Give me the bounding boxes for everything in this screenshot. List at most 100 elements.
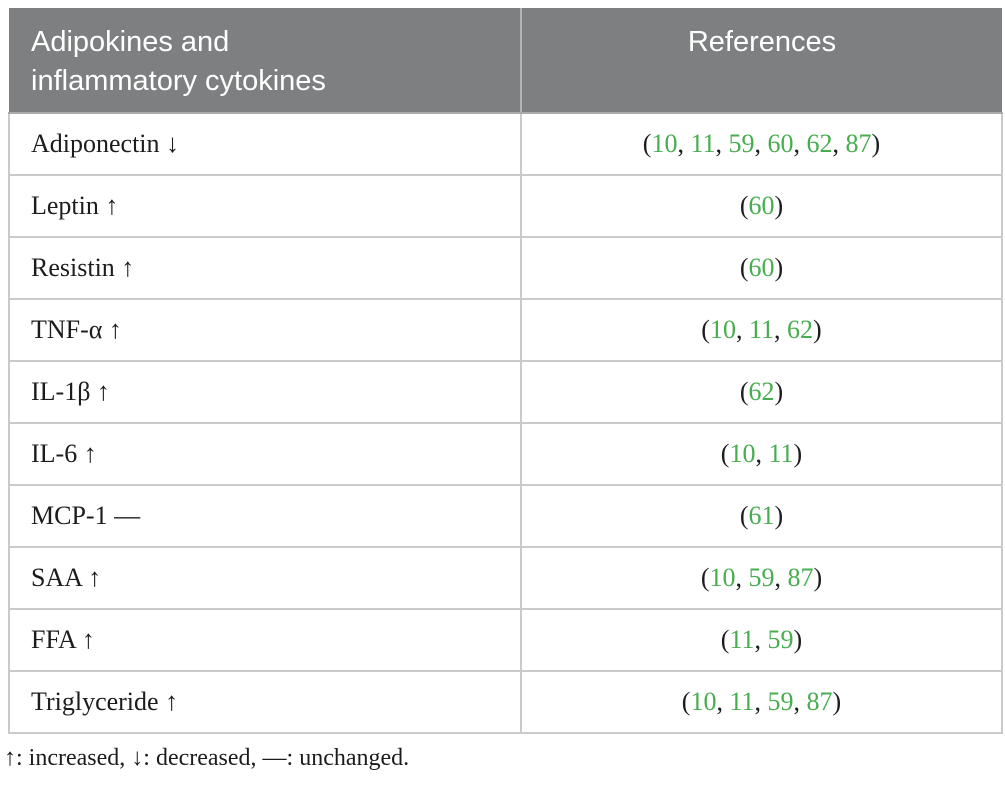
citation-link[interactable]: 87 <box>787 563 814 592</box>
citation-link[interactable]: 60 <box>748 253 775 282</box>
citation-link[interactable]: 60 <box>748 191 775 220</box>
analyte-cell: Resistin ↑ <box>8 236 522 300</box>
citation-link[interactable]: 62 <box>748 377 775 406</box>
citation-link[interactable]: 11 <box>768 439 794 468</box>
ref-punctuation: , <box>735 563 749 592</box>
analyte-cell: SAA ↑ <box>8 546 522 610</box>
ref-punctuation: ( <box>739 501 749 530</box>
table-row: Resistin ↑ (60) <box>8 236 1003 300</box>
ref-punctuation: , <box>754 129 768 158</box>
row-refs: (10, 11, 59, 87) <box>682 687 841 716</box>
analyte-cell: MCP-1 — <box>8 484 522 548</box>
ref-punctuation: ( <box>681 687 691 716</box>
citation-link[interactable]: 11 <box>690 129 716 158</box>
citation-link[interactable]: 11 <box>729 625 755 654</box>
ref-punctuation: ) <box>832 687 842 716</box>
row-refs: (10, 11) <box>721 439 802 468</box>
citation-link[interactable]: 61 <box>748 501 775 530</box>
citation-link[interactable]: 87 <box>845 129 872 158</box>
adipokines-table: Adipokines and inflammatory cytokines Re… <box>8 8 1003 734</box>
table-row: FFA ↑ (11, 59) <box>8 608 1003 672</box>
citation-link[interactable]: 59 <box>748 563 775 592</box>
row-label: Resistin ↑ <box>31 253 135 282</box>
references-cell: (61) <box>520 484 1003 548</box>
analyte-cell: FFA ↑ <box>8 608 522 672</box>
references-cell: (10, 11, 59, 60, 62, 87) <box>520 112 1003 176</box>
header-col-references: References <box>520 8 1002 114</box>
row-label: IL-6 ↑ <box>31 439 97 468</box>
citation-link[interactable]: 11 <box>729 687 755 716</box>
ref-punctuation: , <box>774 315 788 344</box>
citation-link[interactable]: 10 <box>709 563 736 592</box>
citation-link[interactable]: 10 <box>651 129 678 158</box>
ref-punctuation: ) <box>813 563 823 592</box>
header-col-adipokines: Adipokines and inflammatory cytokines <box>9 8 521 114</box>
table-row: Leptin ↑ (60) <box>8 174 1003 238</box>
ref-punctuation: ) <box>774 377 784 406</box>
ref-punctuation: , <box>677 129 691 158</box>
references-cell: (62) <box>520 360 1003 424</box>
row-refs: (10, 59, 87) <box>701 563 822 592</box>
ref-punctuation: ) <box>774 191 784 220</box>
ref-punctuation: ) <box>774 253 784 282</box>
references-cell: (10, 11, 62) <box>520 298 1003 362</box>
header-row: Adipokines and inflammatory cytokines Re… <box>9 8 1002 114</box>
header-col-references-label: References <box>687 26 837 58</box>
ref-punctuation: ( <box>701 315 710 344</box>
ref-punctuation: , <box>715 129 729 158</box>
citation-link[interactable]: 59 <box>767 687 794 716</box>
references-cell: (11, 59) <box>520 608 1003 672</box>
row-refs: (10, 11, 62) <box>701 315 821 344</box>
table-row: IL-1β ↑ (62) <box>8 360 1003 424</box>
row-refs: (10, 11, 59, 60, 62, 87) <box>643 129 880 158</box>
row-refs: (11, 59) <box>721 625 802 654</box>
citation-link[interactable]: 10 <box>709 315 736 344</box>
ref-punctuation: ( <box>720 625 730 654</box>
row-label: FFA ↑ <box>31 625 95 654</box>
table-row: Adiponectin ↓ (10, 11, 59, 60, 62, 87) <box>8 112 1003 176</box>
citation-link[interactable]: 59 <box>767 625 794 654</box>
ref-punctuation: , <box>755 439 769 468</box>
ref-punctuation: ( <box>700 563 710 592</box>
ref-punctuation: ) <box>813 315 822 344</box>
references-cell: (10, 59, 87) <box>520 546 1003 610</box>
citation-link[interactable]: 62 <box>806 129 833 158</box>
ref-punctuation: ( <box>642 129 652 158</box>
row-label: Leptin ↑ <box>31 191 119 220</box>
ref-punctuation: ) <box>871 129 881 158</box>
citation-link[interactable]: 59 <box>728 129 755 158</box>
analyte-cell: TNF-α ↑ <box>8 298 522 362</box>
ref-punctuation: , <box>793 687 807 716</box>
citation-link[interactable]: 62 <box>787 315 814 344</box>
citation-link[interactable]: 87 <box>806 687 833 716</box>
ref-punctuation: ) <box>793 625 803 654</box>
row-label: IL-1β ↑ <box>31 377 110 406</box>
row-label: Triglyceride ↑ <box>31 687 179 716</box>
ref-punctuation: , <box>793 129 807 158</box>
references-cell: (10, 11) <box>520 422 1003 486</box>
row-refs: (61) <box>740 501 783 530</box>
row-label: SAA ↑ <box>31 563 102 592</box>
ref-punctuation: , <box>832 129 846 158</box>
ref-punctuation: ( <box>720 439 730 468</box>
ref-punctuation: , <box>735 315 749 344</box>
citation-link[interactable]: 10 <box>729 439 756 468</box>
row-label: MCP-1 — <box>31 501 141 530</box>
row-label: Adiponectin ↓ <box>31 129 180 158</box>
citation-link[interactable]: 11 <box>748 315 775 344</box>
table-row: Triglyceride ↑ (10, 11, 59, 87) <box>8 670 1003 734</box>
citation-link[interactable]: 10 <box>690 687 717 716</box>
references-cell: (60) <box>520 236 1003 300</box>
analyte-cell: Leptin ↑ <box>8 174 522 238</box>
ref-punctuation: ( <box>739 253 749 282</box>
ref-punctuation: , <box>716 687 730 716</box>
table-header: Adipokines and inflammatory cytokines Re… <box>9 8 1002 114</box>
analyte-cell: Triglyceride ↑ <box>8 670 522 734</box>
analyte-cell: Adiponectin ↓ <box>8 112 522 176</box>
table-row: TNF-α ↑ (10, 11, 62) <box>8 298 1003 362</box>
ref-punctuation: , <box>754 687 768 716</box>
ref-punctuation: ) <box>793 439 803 468</box>
row-refs: (60) <box>740 191 783 220</box>
row-refs: (60) <box>740 253 783 282</box>
citation-link[interactable]: 60 <box>767 129 794 158</box>
